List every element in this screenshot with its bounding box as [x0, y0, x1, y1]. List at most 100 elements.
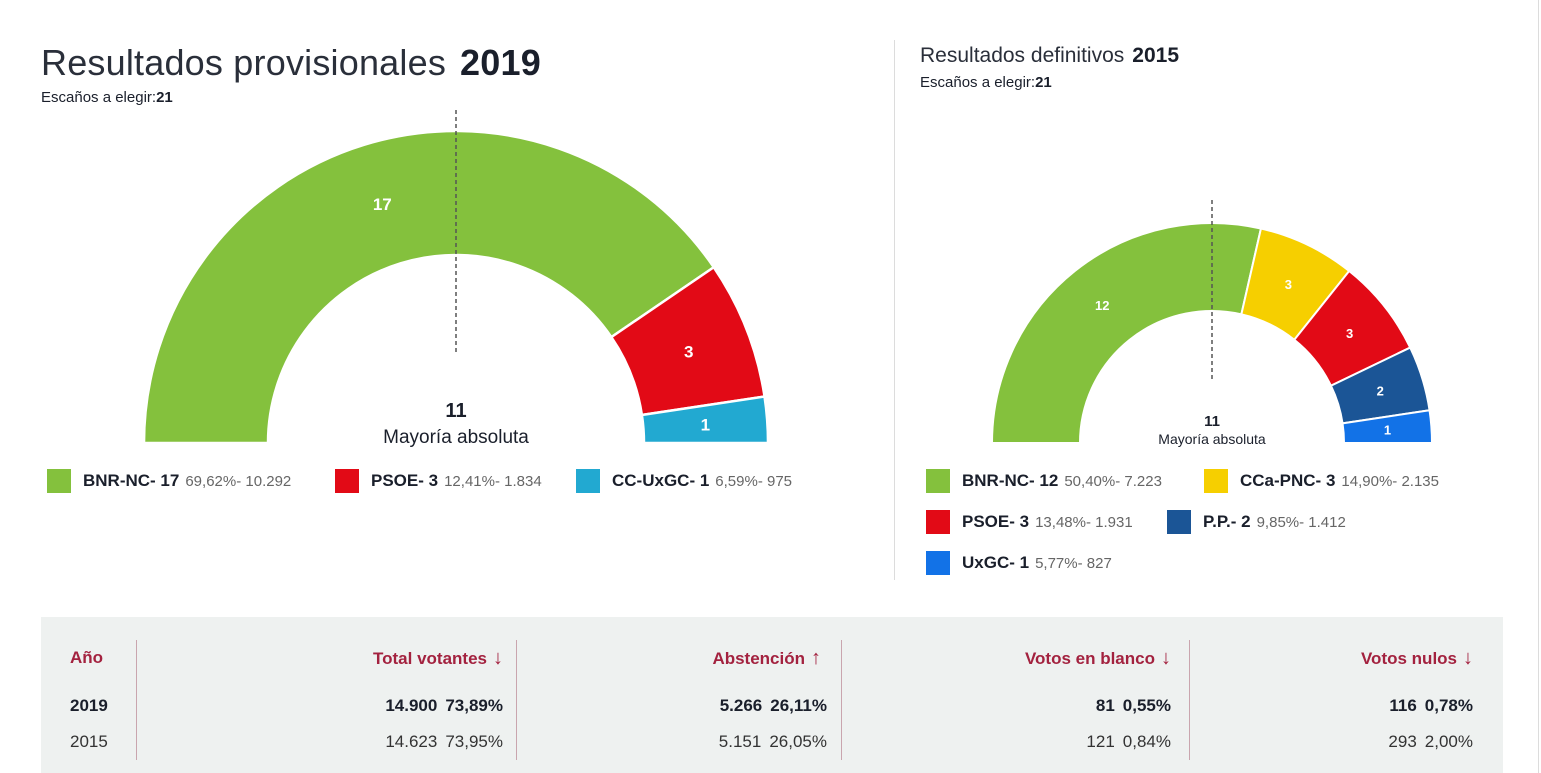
legend-label: PSOE- 3: [371, 471, 439, 490]
sort-down-icon[interactable]: ↓: [493, 647, 503, 669]
majority-label: Mayoría absoluta: [383, 427, 529, 448]
row-2019-abstention: 5.266 26,11%: [720, 696, 827, 716]
legend-swatch: [335, 469, 359, 493]
header-total-voters[interactable]: Total votantes ↓: [373, 647, 503, 670]
seats-2019: Escaños a elegir:21: [41, 89, 173, 106]
majority-label: Mayoría absoluta: [1158, 431, 1266, 447]
legend-item-uxgc-2015: UxGC- 1 5,77%- 827: [926, 551, 1112, 575]
legend-item-psoe-2019: PSOE- 3 12,41%- 1.834: [335, 469, 542, 493]
legend-swatch: [926, 510, 950, 534]
row-2019-null: 116 0,78%: [1389, 696, 1473, 716]
seat-count-label-p-p: 2: [1377, 384, 1384, 399]
value: 81: [1095, 696, 1115, 715]
percent: 2,00%: [1424, 732, 1473, 751]
title-2015-year: 2015: [1132, 44, 1179, 67]
sort-down-icon[interactable]: ↓: [1161, 647, 1171, 669]
seat-segment-bnr-nc: [990, 222, 1263, 444]
percent: 0,84%: [1122, 732, 1171, 751]
majority-value: 11: [1204, 413, 1220, 430]
legend-label: BNR-NC- 12: [962, 471, 1059, 490]
seats-2019-value: 21: [156, 89, 173, 106]
header-abstention-label: Abstención: [712, 649, 805, 668]
legend-item-cc-uxgc-2019: CC-UxGC- 1 6,59%- 975: [576, 469, 792, 493]
row-2019-year: 2019: [70, 696, 108, 715]
header-null-votes[interactable]: Votos nulos ↓: [1361, 647, 1473, 670]
column-divider: [1189, 640, 1190, 760]
seat-segment-uxgc: [1341, 409, 1434, 444]
title-2019-text: Resultados provisionales: [41, 42, 447, 83]
legend-swatch: [1167, 510, 1191, 534]
turnout-table: Año Total votantes ↓ Abstención ↑ Votos en…: [41, 617, 1503, 773]
legend-label: UxGC- 1: [962, 553, 1030, 572]
percent: 26,05%: [769, 732, 827, 751]
legend-item-psoe-2015: PSOE- 3 13,48%- 1.931: [926, 510, 1133, 534]
legend-swatch: [47, 469, 71, 493]
row-2019-blank: 81 0,55%: [1096, 696, 1171, 716]
row-2015-blank: 121 0,84%: [1086, 732, 1171, 752]
value: 121: [1086, 732, 1115, 751]
row-2015-abstention: 5.151 26,05%: [719, 732, 827, 752]
legend-label: CC-UxGC- 1: [612, 471, 710, 490]
legend-swatch: [926, 551, 950, 575]
majority-value: 11: [445, 400, 466, 422]
value: 293: [1388, 732, 1417, 751]
legend-stats: 12,41%- 1.834: [444, 472, 542, 490]
legend-swatch: [1204, 469, 1228, 493]
legend-label: PSOE- 3: [962, 512, 1030, 531]
legend-stats: 13,48%- 1.931: [1035, 513, 1133, 531]
legend-label: BNR-NC- 17: [83, 471, 180, 490]
legend-stats: 6,59%- 975: [715, 472, 793, 490]
row-2015-total: 14.623 73,95%: [385, 732, 503, 752]
vertical-divider: [894, 40, 895, 580]
legend-item-bnr-nc-2015: BNR-NC- 12 50,40%- 7.223: [926, 469, 1162, 493]
header-abstention[interactable]: Abstención ↑: [712, 647, 821, 670]
seat-segment-bnr-nc: [142, 129, 716, 445]
seats-2015-label: Escaños a elegir:: [920, 74, 1036, 91]
column-divider: [841, 640, 842, 760]
header-year: Año: [70, 648, 104, 667]
seat-count-label-psoe: 3: [684, 343, 693, 362]
seat-count-label-psoe: 3: [1346, 326, 1353, 341]
seat-count-label-bnr-nc: 17: [373, 195, 392, 214]
value: 14.623: [385, 732, 438, 751]
title-2019: Resultados provisionales 2019: [41, 42, 541, 84]
seats-2015: Escaños a elegir:21: [920, 74, 1052, 91]
seat-count-label-cca-pnc: 3: [1285, 277, 1292, 292]
legend-swatch: [576, 469, 600, 493]
percent: 26,11%: [770, 696, 827, 715]
legend-item-pp-2015: P.P.- 2 9,85%- 1.412: [1167, 510, 1346, 534]
percent: 0,55%: [1122, 696, 1171, 715]
header-total-voters-label: Total votantes: [373, 649, 487, 668]
legend-item-bnr-nc-2019: BNR-NC- 17 69,62%- 10.292: [47, 469, 291, 493]
header-null-votes-label: Votos nulos: [1360, 649, 1457, 668]
title-2019-year: 2019: [460, 42, 541, 83]
legend-stats: 14,90%- 2.135: [1341, 472, 1439, 490]
row-2019-total: 14.900 73,89%: [385, 696, 503, 716]
percent: 73,95%: [445, 732, 503, 751]
legend-label: CCa-PNC- 3: [1240, 471, 1336, 490]
seat-segment-cc-uxgc: [640, 395, 770, 445]
seats-2019-label: Escaños a elegir:: [41, 89, 157, 106]
sort-down-icon[interactable]: ↓: [1463, 647, 1473, 669]
legend-stats: 69,62%- 10.292: [185, 472, 292, 490]
seat-count-label-uxgc: 1: [1384, 422, 1391, 437]
seats-2015-value: 21: [1035, 74, 1052, 91]
value: 5.266: [719, 696, 763, 715]
legend-stats: 9,85%- 1.412: [1256, 513, 1346, 531]
seat-count-label-cc-uxgc: 1: [701, 415, 710, 434]
header-blank-votes-label: Votos en blanco: [1024, 649, 1155, 668]
legend-swatch: [926, 469, 950, 493]
legend-stats: 5,77%- 827: [1035, 554, 1112, 572]
row-2015-null: 293 2,00%: [1388, 732, 1473, 752]
legend-label: P.P.- 2: [1203, 512, 1251, 531]
sort-up-icon[interactable]: ↑: [811, 647, 821, 669]
legend-stats: 50,40%- 7.223: [1064, 472, 1162, 490]
percent: 73,89%: [445, 696, 503, 715]
value: 116: [1389, 696, 1417, 715]
header-blank-votes[interactable]: Votos en blanco ↓: [1025, 647, 1171, 670]
column-divider: [516, 640, 517, 760]
value: 5.151: [718, 732, 762, 751]
